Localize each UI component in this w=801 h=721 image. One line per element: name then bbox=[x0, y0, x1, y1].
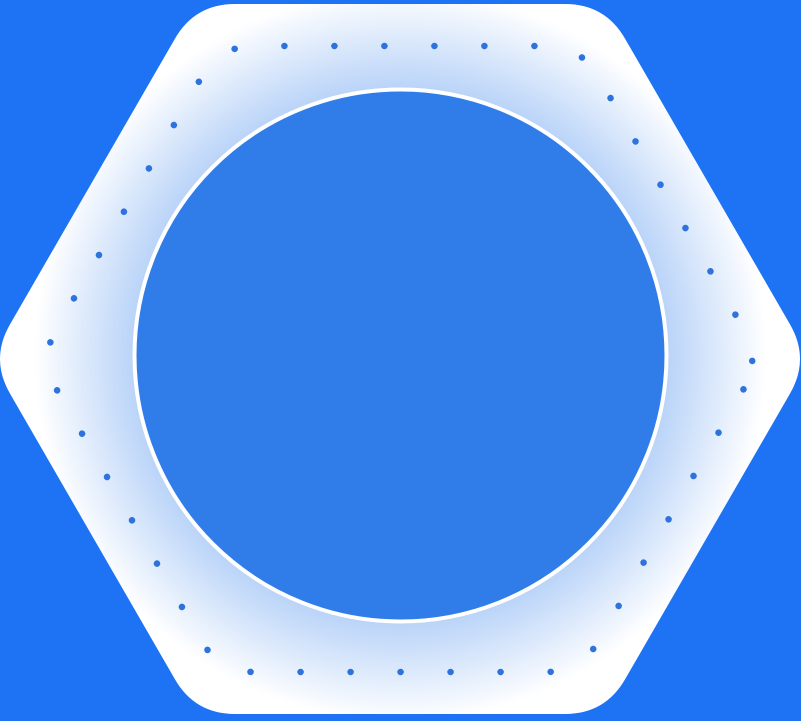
inner-circle bbox=[132, 87, 669, 624]
